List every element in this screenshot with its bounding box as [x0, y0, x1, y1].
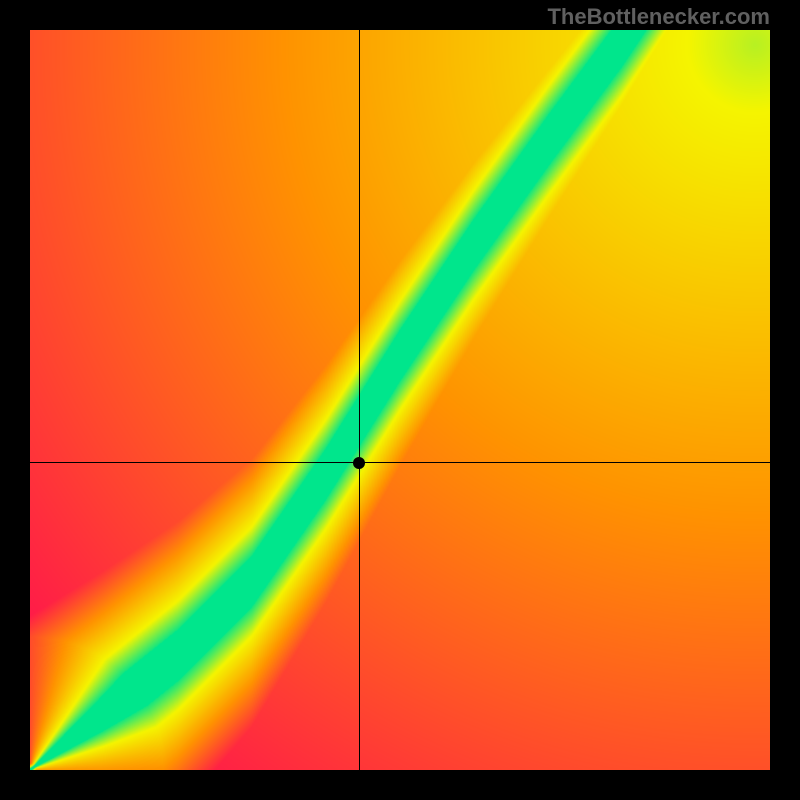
crosshair-vertical: [359, 30, 360, 770]
plot-area: [30, 30, 770, 770]
crosshair-horizontal: [30, 462, 770, 463]
marker-dot: [353, 457, 365, 469]
heatmap-canvas: [30, 30, 770, 770]
chart-container: TheBottlenecker.com: [0, 0, 800, 800]
watermark-text: TheBottlenecker.com: [547, 4, 770, 30]
